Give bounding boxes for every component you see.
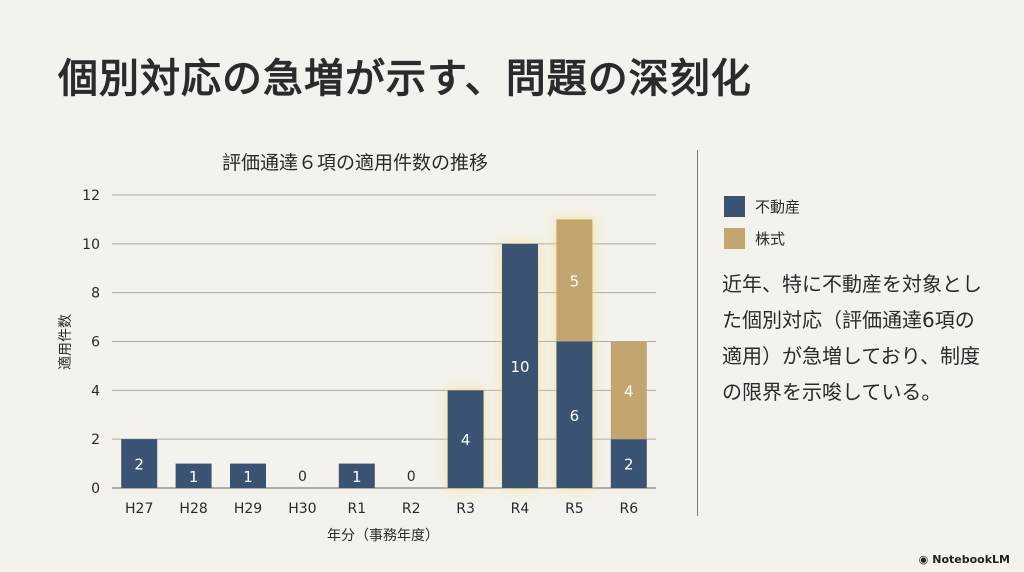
legend-label: 不動産 <box>755 198 801 216</box>
summary-text: 近年、特に不動産を対象とした個別対応（評価通達6項の適用）が急増しており、制度の… <box>722 272 982 404</box>
x-tick-label: R5 <box>565 501 584 517</box>
bar-stocks-R5 <box>556 219 593 342</box>
y-tick-label: 0 <box>91 481 100 497</box>
notebooklm-icon: ◉ <box>918 553 929 566</box>
data-label: 5 <box>570 272 580 290</box>
bar-real-estate-R3 <box>447 390 484 488</box>
legend-item-stocks: 株式 <box>724 228 785 249</box>
bar-real-estate-R6 <box>610 439 647 488</box>
x-tick-label: R1 <box>347 501 366 517</box>
divider <box>697 150 698 516</box>
x-tick-label: H29 <box>234 501 262 517</box>
data-label: 4 <box>624 382 634 400</box>
data-label: 4 <box>461 431 471 449</box>
x-tick-label: R2 <box>402 501 421 517</box>
legend-label: 株式 <box>755 230 786 248</box>
data-label: 6 <box>570 407 580 425</box>
bar-real-estate-R5 <box>556 341 593 488</box>
brand-label: NotebookLM <box>932 553 1010 566</box>
page-title: 個別対応の急増が示す、問題の深刻化 <box>58 56 752 102</box>
bar-real-estate-R4 <box>502 243 538 488</box>
x-tick-label: H28 <box>179 501 207 517</box>
legend-swatch <box>724 228 745 249</box>
bar-real-estate-H28 <box>175 463 212 488</box>
bar-stocks-R6 <box>610 341 647 440</box>
data-label: 2 <box>624 456 634 474</box>
y-tick-label: 10 <box>82 237 100 253</box>
bar-real-estate-R1 <box>338 463 375 488</box>
x-tick-label: H27 <box>125 501 153 517</box>
bar-chart: 0 2 4 6 8 10 12 H27 2 H28 1 H29 1 H30 0 R1 1 R2 0 R3 4 R4 10 R5… <box>57 188 656 544</box>
y-tick-label: 2 <box>91 432 100 448</box>
data-label: 0 <box>298 469 307 485</box>
bar-real-estate-H27 <box>121 439 158 488</box>
legend-swatch <box>724 196 745 217</box>
data-label: 2 <box>134 456 144 474</box>
y-tick-label: 12 <box>82 188 100 204</box>
data-label: 1 <box>243 468 253 486</box>
data-label: 0 <box>407 469 416 485</box>
bar-real-estate-H29 <box>230 463 266 488</box>
x-tick-label: R3 <box>456 501 475 517</box>
x-tick-label: R4 <box>511 501 530 517</box>
y-tick-label: 6 <box>91 335 100 351</box>
chart-title: 評価通達６項の適用件数の推移 <box>221 152 488 174</box>
y-tick-label: 4 <box>91 383 100 399</box>
y-tick-label: 8 <box>91 286 100 302</box>
notebooklm-logo: ◉ NotebookLM <box>919 553 1010 566</box>
x-tick-label: R6 <box>619 501 638 517</box>
legend-item-real-estate: 不動産 <box>724 196 800 217</box>
x-tick-label: H30 <box>288 501 316 517</box>
data-label: 1 <box>189 468 199 486</box>
y-axis-label: 適用件数 <box>57 314 74 370</box>
data-label: 10 <box>510 358 529 376</box>
x-axis-label: 年分（事務年度） <box>327 528 439 544</box>
data-label: 1 <box>352 468 362 486</box>
